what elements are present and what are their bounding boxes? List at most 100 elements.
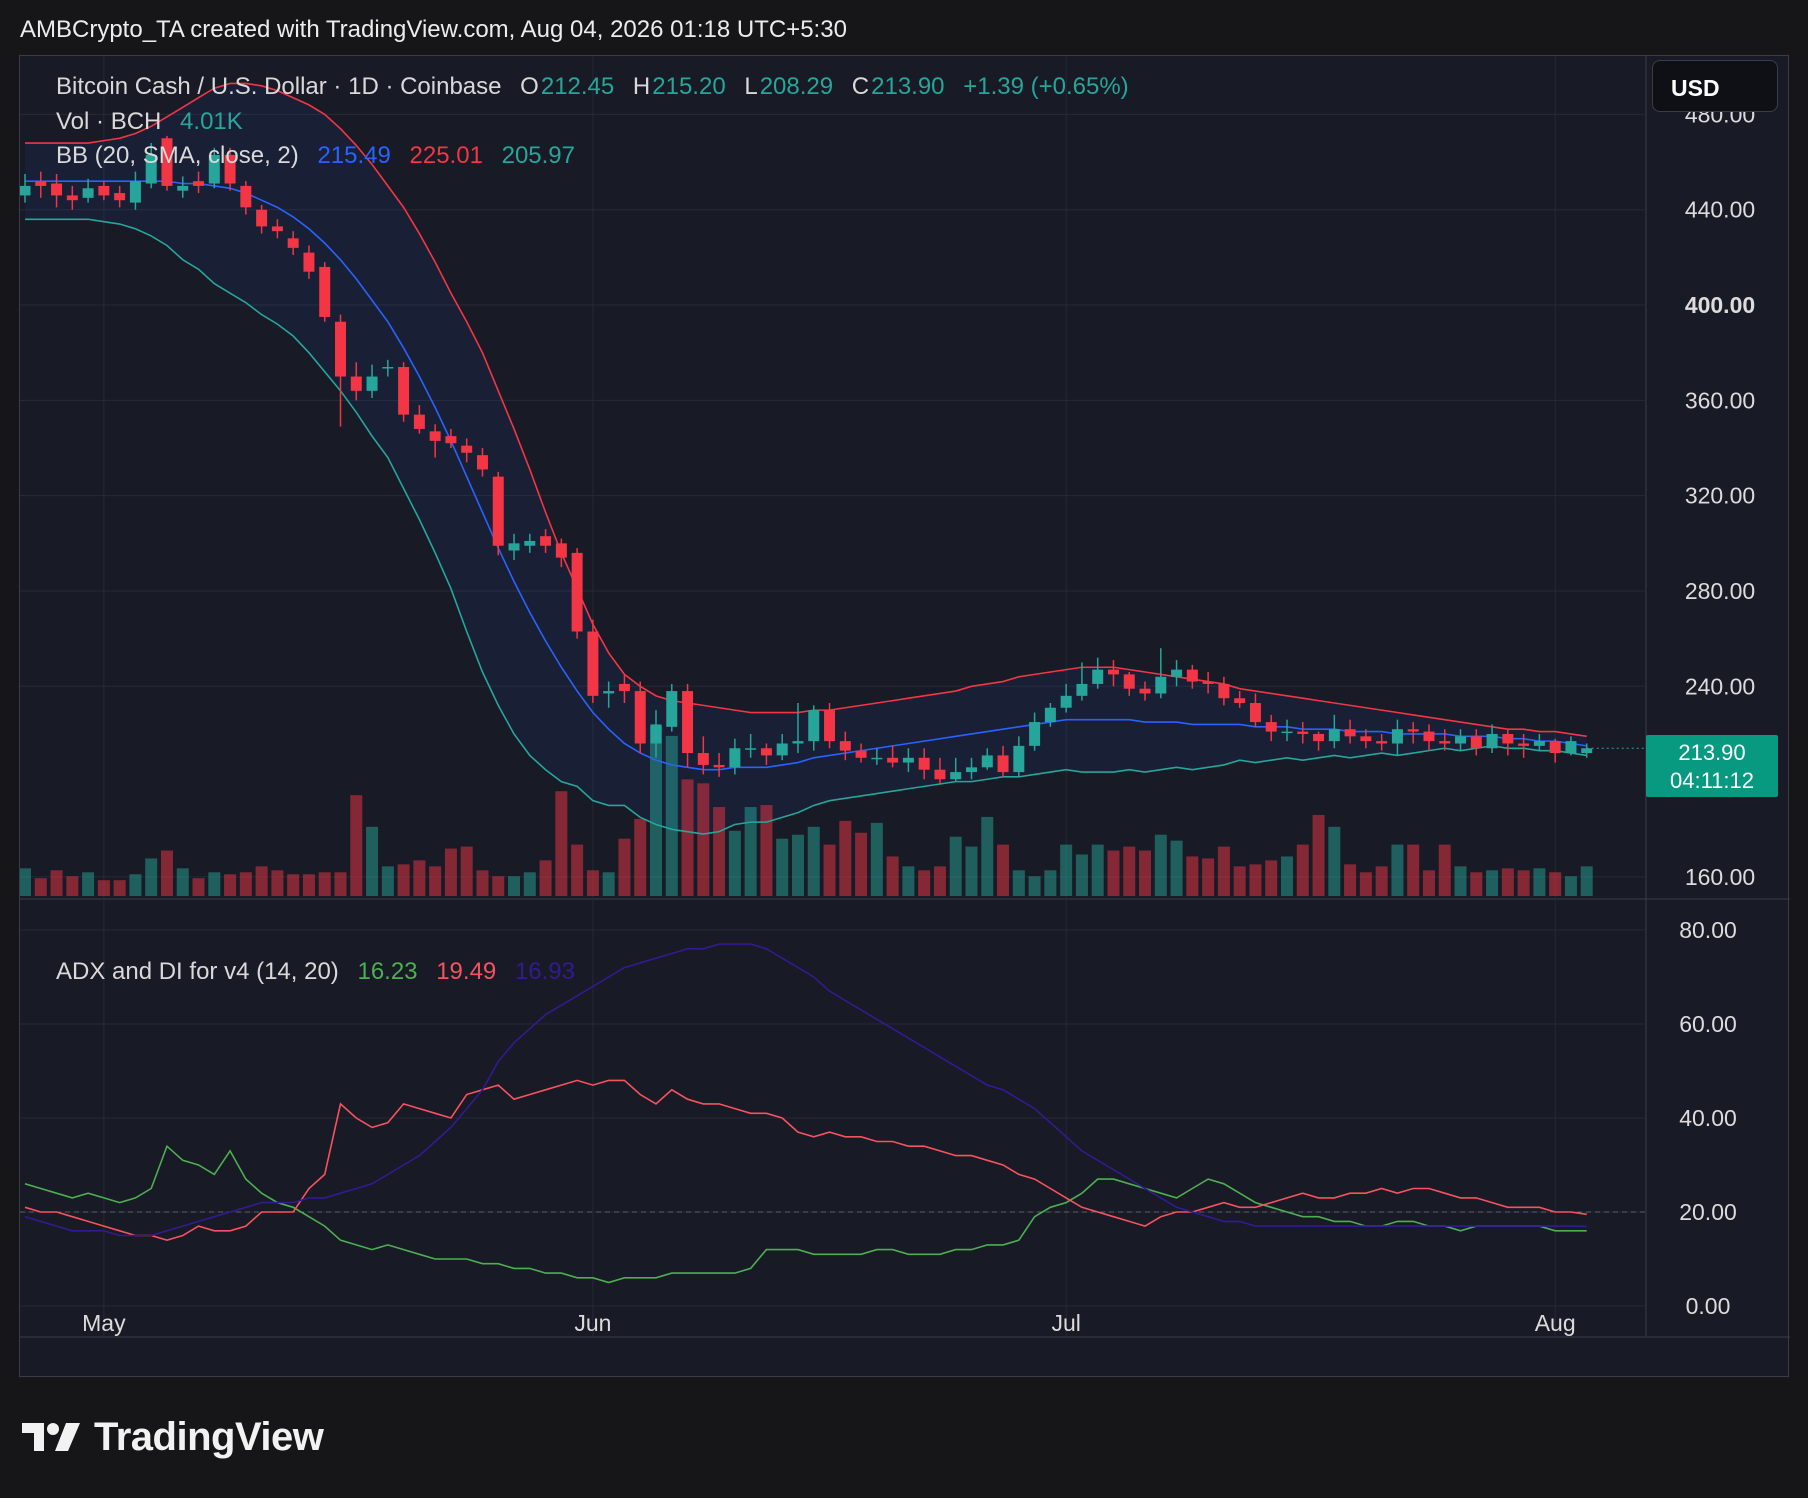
di-minus-line xyxy=(24,1079,1587,1242)
chart-panel[interactable]: May Jun Jul Aug 160.00 240.00 280.00 320.00 360.… xyxy=(19,55,1790,1378)
volume-bar xyxy=(460,846,473,896)
candle-body xyxy=(776,743,788,756)
candle-body xyxy=(20,185,31,196)
candle-body xyxy=(1139,688,1151,694)
candle-body xyxy=(650,724,662,744)
volume-bar xyxy=(366,826,379,896)
candle-body xyxy=(1518,743,1530,746)
volume-bar xyxy=(239,872,252,896)
legend-adx: 16.93 xyxy=(514,958,575,985)
legend-high: 215.20 xyxy=(652,73,726,100)
candle-body xyxy=(161,138,173,186)
candle-body xyxy=(193,181,205,186)
candle-body xyxy=(555,543,567,558)
last-price-tag: 213.90 04:11:12 xyxy=(1646,735,1778,797)
volume-bar xyxy=(728,830,741,896)
volume-bar xyxy=(886,856,899,896)
candle-body xyxy=(492,476,504,546)
volume-bar xyxy=(965,846,978,896)
volume-bar xyxy=(602,872,615,896)
candle-body xyxy=(1123,674,1135,689)
candle-body xyxy=(1107,669,1119,675)
volume-bar xyxy=(1312,814,1325,896)
candle-body xyxy=(398,367,410,415)
volume-bar xyxy=(981,816,994,896)
volume-bar xyxy=(1359,872,1372,896)
candle-body xyxy=(1423,731,1435,742)
currency-selector-button[interactable]: USD xyxy=(1652,60,1778,112)
candle-body xyxy=(682,691,694,754)
volume-bar xyxy=(1060,844,1073,896)
volume-bar xyxy=(1249,864,1262,896)
x-tick-label: May xyxy=(82,1310,126,1336)
volume-bar xyxy=(129,874,142,896)
candle-body xyxy=(697,753,709,765)
candle-body xyxy=(382,367,394,369)
legend-close: 213.90 xyxy=(871,73,945,100)
volume-bar xyxy=(318,872,331,896)
volume-bar xyxy=(1217,846,1230,896)
candle-body xyxy=(824,710,836,742)
price-tick-label: 360.00 xyxy=(1685,387,1755,413)
candle-body xyxy=(35,181,47,186)
volume-bar xyxy=(1154,834,1167,896)
price-tick-label: 280.00 xyxy=(1685,578,1755,604)
candle-body xyxy=(476,455,488,470)
candle-body xyxy=(1281,731,1293,734)
candle-body xyxy=(224,154,236,184)
candle-body xyxy=(82,188,94,198)
di-plus-line xyxy=(24,1144,1587,1284)
candle-body xyxy=(1439,741,1451,744)
candle-body xyxy=(1249,702,1261,723)
volume-bar xyxy=(160,850,173,896)
volume-bar xyxy=(713,807,726,896)
candle-body xyxy=(1234,698,1246,703)
volume-bar xyxy=(949,836,962,896)
candle-body xyxy=(950,772,962,780)
volume-bar xyxy=(791,834,804,896)
volume-bar xyxy=(1407,844,1420,896)
legend-open-label: O xyxy=(520,73,539,100)
volume-bar xyxy=(1202,858,1215,896)
candle-body xyxy=(997,755,1009,773)
x-tick-label: Aug xyxy=(1535,1310,1576,1336)
candle-body xyxy=(303,252,315,272)
volume-bar xyxy=(839,820,852,896)
candle-body xyxy=(271,226,283,232)
volume-bar xyxy=(350,795,363,896)
candle-body xyxy=(981,755,993,768)
candle-body xyxy=(429,431,441,441)
candle-body xyxy=(319,266,331,317)
volume-bar xyxy=(650,726,662,896)
bb-basis-line xyxy=(25,180,1587,771)
volume-bar xyxy=(571,844,584,896)
candle-body xyxy=(461,445,473,453)
volume-bar xyxy=(855,832,868,896)
volume-bar xyxy=(555,791,568,896)
volume-bar xyxy=(1012,870,1025,896)
volume-bar xyxy=(20,868,31,896)
volume-bar xyxy=(1422,870,1435,896)
volume-bar xyxy=(1486,870,1499,896)
candle-body xyxy=(1029,722,1041,746)
candle-body xyxy=(524,540,536,546)
volume-bar xyxy=(823,844,836,896)
price-tick-label: 400.00 xyxy=(1685,292,1755,318)
brand-footer: TradingView xyxy=(22,1415,324,1459)
candle-body xyxy=(887,757,899,763)
legend-bb-row: BB (20, SMA, close, 2) 215.49 225.01 205… xyxy=(56,142,577,170)
candle-body xyxy=(1044,707,1056,723)
candle-body xyxy=(1092,669,1104,684)
volume-bar xyxy=(1296,844,1309,896)
candle-body xyxy=(1360,736,1372,742)
volume-bar xyxy=(34,878,47,896)
adx-line xyxy=(24,943,1587,1237)
candle-body xyxy=(145,154,157,184)
volume-bar xyxy=(1391,844,1404,896)
legend-bb-label: BB (20, SMA, close, 2) xyxy=(56,142,299,169)
legend-volume-label: Vol · BCH xyxy=(56,108,162,135)
volume-bar xyxy=(492,876,505,896)
candle-body xyxy=(1533,741,1545,746)
volume-bar xyxy=(1328,826,1341,896)
price-adx-chart[interactable]: May Jun Jul Aug 160.00 240.00 280.00 320.00 360.… xyxy=(20,56,1790,1378)
